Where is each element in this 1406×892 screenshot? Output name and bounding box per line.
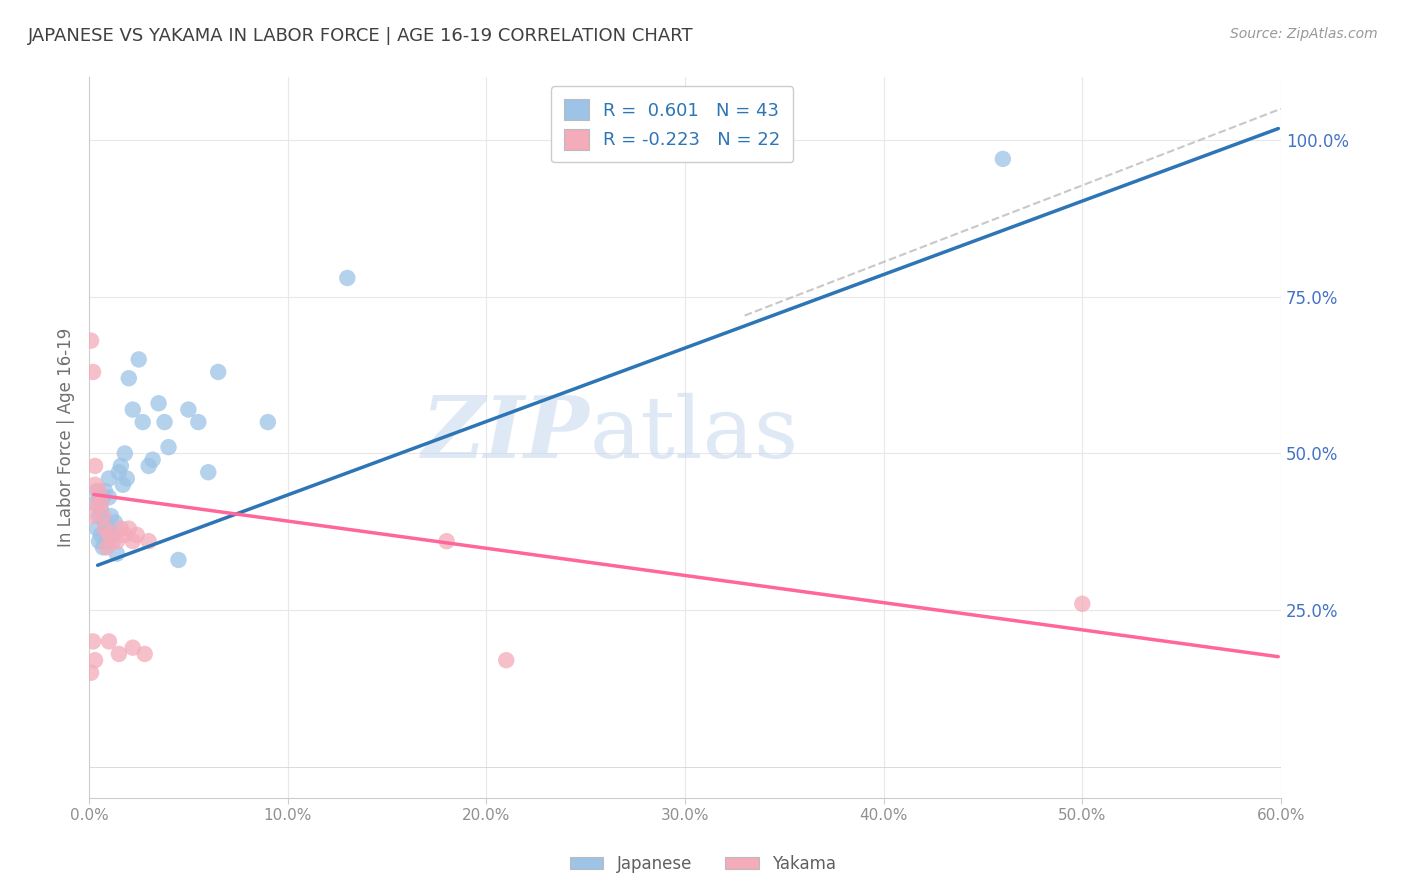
Point — [91, 490, 114, 504]
Point — [101, 528, 124, 542]
Point — [138, 458, 160, 473]
Point — [121, 534, 143, 549]
Point — [94, 483, 117, 498]
Point — [94, 516, 117, 530]
Point — [87, 534, 110, 549]
Point — [84, 477, 107, 491]
Point — [82, 634, 104, 648]
Point — [108, 647, 131, 661]
Point — [114, 528, 136, 542]
Point — [336, 271, 359, 285]
Point — [121, 402, 143, 417]
Text: JAPANESE VS YAKAMA IN LABOR FORCE | AGE 16-19 CORRELATION CHART: JAPANESE VS YAKAMA IN LABOR FORCE | AGE … — [28, 27, 693, 45]
Point — [96, 534, 118, 549]
Point — [84, 497, 107, 511]
Point — [96, 541, 118, 555]
Point — [207, 365, 229, 379]
Point — [91, 541, 114, 555]
Point — [134, 647, 156, 661]
Point — [97, 490, 120, 504]
Point — [97, 471, 120, 485]
Point — [87, 490, 110, 504]
Point — [187, 415, 209, 429]
Point — [90, 503, 112, 517]
Legend: Japanese, Yakama: Japanese, Yakama — [564, 848, 842, 880]
Point — [84, 458, 107, 473]
Point — [80, 665, 103, 680]
Point — [495, 653, 517, 667]
Point — [105, 547, 128, 561]
Point — [121, 640, 143, 655]
Point — [87, 509, 110, 524]
Point — [94, 522, 117, 536]
Point — [177, 402, 200, 417]
Point — [197, 465, 219, 479]
Point — [90, 528, 112, 542]
Point — [125, 528, 148, 542]
Point — [90, 497, 112, 511]
Point — [84, 653, 107, 667]
Point — [86, 522, 108, 536]
Point — [991, 152, 1014, 166]
Point — [104, 516, 127, 530]
Text: Source: ZipAtlas.com: Source: ZipAtlas.com — [1230, 27, 1378, 41]
Y-axis label: In Labor Force | Age 16-19: In Labor Force | Age 16-19 — [58, 328, 75, 548]
Point — [128, 352, 150, 367]
Point — [131, 415, 153, 429]
Point — [97, 522, 120, 536]
Point — [82, 365, 104, 379]
Point — [100, 509, 122, 524]
Point — [115, 471, 138, 485]
Point — [110, 522, 132, 536]
Point — [105, 534, 128, 549]
Point — [167, 553, 190, 567]
Point — [436, 534, 458, 549]
Point — [153, 415, 176, 429]
Point — [86, 497, 108, 511]
Point — [91, 509, 114, 524]
Point — [97, 528, 120, 542]
Point — [86, 483, 108, 498]
Text: ZIP: ZIP — [422, 392, 589, 476]
Point — [257, 415, 280, 429]
Point — [118, 522, 141, 536]
Point — [114, 446, 136, 460]
Point — [138, 534, 160, 549]
Point — [82, 509, 104, 524]
Point — [87, 483, 110, 498]
Point — [108, 465, 131, 479]
Point — [1071, 597, 1094, 611]
Point — [110, 458, 132, 473]
Point — [111, 477, 134, 491]
Point — [148, 396, 170, 410]
Point — [97, 634, 120, 648]
Legend: R =  0.601   N = 43, R = -0.223   N = 22: R = 0.601 N = 43, R = -0.223 N = 22 — [551, 87, 793, 162]
Point — [80, 334, 103, 348]
Point — [157, 440, 180, 454]
Point — [614, 139, 637, 153]
Point — [101, 534, 124, 549]
Point — [142, 452, 165, 467]
Text: atlas: atlas — [589, 392, 799, 475]
Point — [118, 371, 141, 385]
